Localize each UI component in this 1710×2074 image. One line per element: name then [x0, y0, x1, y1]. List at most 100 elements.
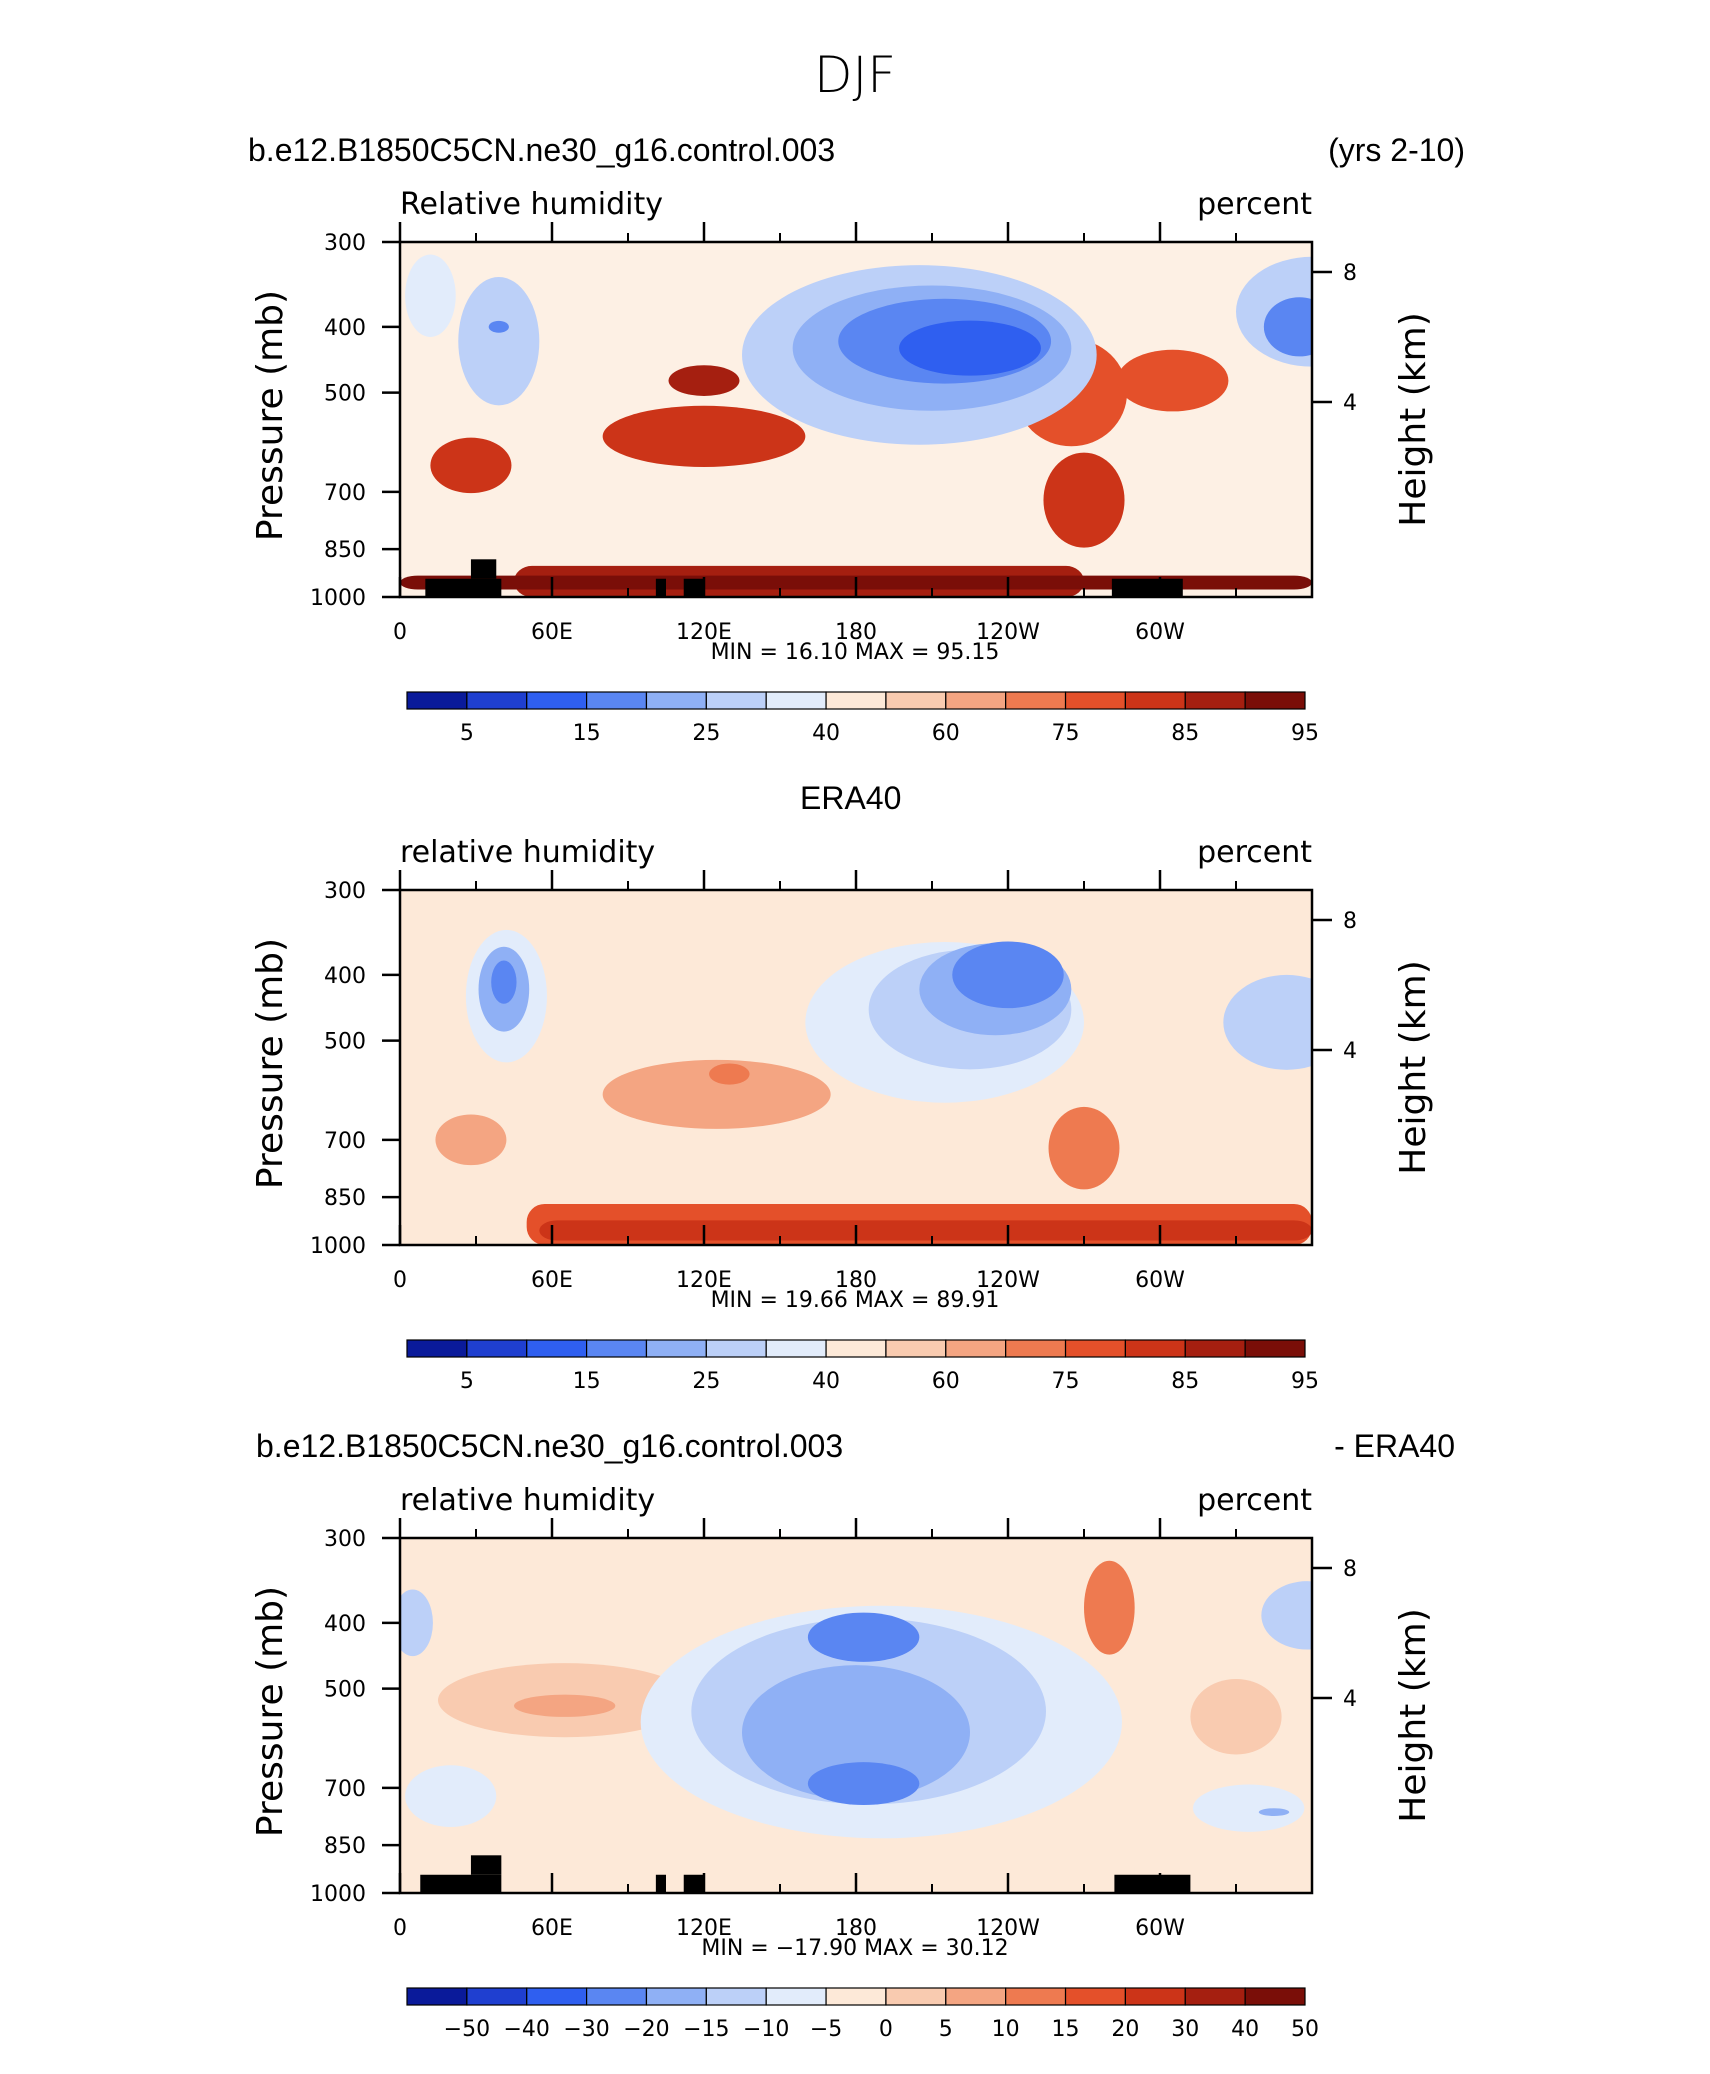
x-tick-label: 120W: [976, 620, 1040, 645]
colorbar-swatch: [406, 1987, 468, 2006]
topography-mask: [655, 578, 666, 597]
colorbar-label: 25: [692, 1369, 720, 1394]
y-axis-title: Pressure (mb): [250, 938, 291, 1189]
panel3-diff-label: - ERA40: [1334, 1428, 1455, 1464]
colorbar-swatch: [1184, 1987, 1246, 2006]
x-tick-label: 180: [835, 1268, 877, 1293]
colorbar-label: 30: [1171, 2017, 1199, 2042]
min-max-stats: MIN = −17.90 MAX = 30.12: [701, 1936, 1008, 1961]
panel1-case-title: b.e12.B1850C5CN.ne30_g16.control.003: [248, 132, 836, 168]
colorbar-label: 60: [932, 721, 960, 746]
y-tick-label: 400: [324, 1612, 366, 1637]
contour-region: [514, 1694, 616, 1717]
colorbar-swatch: [526, 1987, 588, 2006]
colorbar-label: 15: [1052, 2017, 1080, 2042]
x-tick-label: 60E: [531, 620, 573, 645]
variable-label: relative humidity: [400, 835, 655, 870]
y-tick-label: 850: [324, 1834, 366, 1859]
topography-mask: [470, 1855, 502, 1875]
colorbar-label: 95: [1291, 721, 1319, 746]
colorbar-swatch: [705, 691, 767, 710]
topography-mask: [655, 1874, 666, 1893]
colorbar-swatch: [585, 1339, 648, 1358]
colorbar-swatch: [825, 691, 887, 710]
contour-field: [400, 890, 1312, 1245]
colorbar-label: 15: [573, 721, 601, 746]
colorbar-label: 40: [1231, 2017, 1259, 2042]
colorbar-label: 0: [879, 2017, 893, 2042]
y-axis-title: Pressure (mb): [250, 290, 291, 541]
right-tick-label: 8: [1343, 909, 1357, 934]
y-tick-label: 850: [324, 538, 366, 563]
topography-mask: [425, 578, 502, 597]
colorbar-swatch: [645, 1987, 707, 2006]
colorbar-swatch: [645, 1339, 707, 1358]
contour-region: [1223, 974, 1312, 1070]
panel3-case-title: b.e12.B1850C5CN.ne30_g16.control.003: [256, 1428, 844, 1464]
colorbar-swatch: [1064, 1987, 1126, 2006]
right-tick-label: 4: [1343, 391, 1357, 416]
x-tick-label: 60W: [1135, 1268, 1185, 1293]
colorbar-swatch: [526, 1339, 588, 1358]
contour-region: [458, 277, 540, 406]
colorbar-swatch: [885, 691, 947, 710]
colorbar-swatch: [945, 1987, 1007, 2006]
colorbar-label: 75: [1052, 1369, 1080, 1394]
x-tick-label: 60W: [1135, 1916, 1185, 1941]
colorbar-label: 95: [1291, 1369, 1319, 1394]
x-tick-label: 0: [393, 620, 407, 645]
units-label: percent: [1197, 187, 1312, 222]
y-tick-label: 1000: [310, 586, 366, 611]
colorbar-swatch: [526, 691, 588, 710]
colorbar-swatch: [1005, 1987, 1067, 2006]
contour-region: [488, 320, 509, 333]
y-tick-label: 500: [324, 1678, 366, 1703]
contour-region: [899, 320, 1041, 376]
colorbar-swatch: [705, 1987, 767, 2006]
colorbar-swatch: [1244, 1339, 1306, 1358]
y-tick-label: 300: [324, 1527, 366, 1552]
contour-region: [1192, 1784, 1305, 1832]
x-tick-label: 120W: [976, 1268, 1040, 1293]
colorbar-swatch: [406, 1339, 468, 1358]
colorbar-swatch: [705, 1339, 767, 1358]
contour-region: [1043, 452, 1125, 548]
colorbar-label: 40: [812, 1369, 840, 1394]
panels: 0 60E 120E 180 120W 60W300400500700850100084P…: [250, 187, 1434, 2042]
colorbar-label: −40: [504, 2017, 550, 2042]
colorbar-label: 75: [1052, 721, 1080, 746]
right-axis-title: Height (km): [1393, 312, 1434, 526]
contour-region: [1048, 1106, 1120, 1190]
topography-mask: [470, 559, 497, 579]
panel2-dataset-title: ERA40: [800, 780, 902, 816]
x-tick-label: 60W: [1135, 620, 1185, 645]
contour-region: [405, 254, 456, 337]
variable-label: Relative humidity: [400, 187, 663, 222]
contour-region: [602, 405, 806, 467]
colorbar-swatch: [765, 1987, 827, 2006]
colorbar-label: 10: [992, 2017, 1020, 2042]
colorbar-swatch: [765, 691, 827, 710]
colorbar-swatch: [825, 1987, 887, 2006]
colorbar-swatch: [1124, 691, 1186, 710]
contour-region: [807, 1612, 920, 1662]
colorbar-label: 60: [932, 1369, 960, 1394]
x-tick-label: 120E: [676, 1916, 732, 1941]
panel-2: 0 60E 120E 180 120W 60W 300 400 500 700 850 1000 8 4 P…: [250, 835, 1434, 1394]
colorbar-label: 5: [460, 1369, 474, 1394]
panel1-years-label: (yrs 2-10): [1328, 132, 1465, 168]
colorbar-swatch: [825, 1339, 887, 1358]
y-tick-label: 850: [324, 1186, 366, 1211]
colorbar-swatch: [1005, 691, 1067, 710]
contour-region: [668, 365, 740, 396]
topography-mask: [420, 1874, 502, 1893]
colorbar-swatch: [1124, 1339, 1186, 1358]
colorbar-swatch: [406, 691, 468, 710]
colorbar-swatch: [645, 691, 707, 710]
contour-region: [430, 437, 512, 494]
colorbar-swatch: [945, 691, 1007, 710]
contour-region: [405, 1765, 497, 1827]
panel-1: 0 60E 120E 180 120W 60W 300 400 500 700 850 1000 8 4 P…: [250, 187, 1434, 746]
topography-mask: [1114, 1874, 1191, 1893]
